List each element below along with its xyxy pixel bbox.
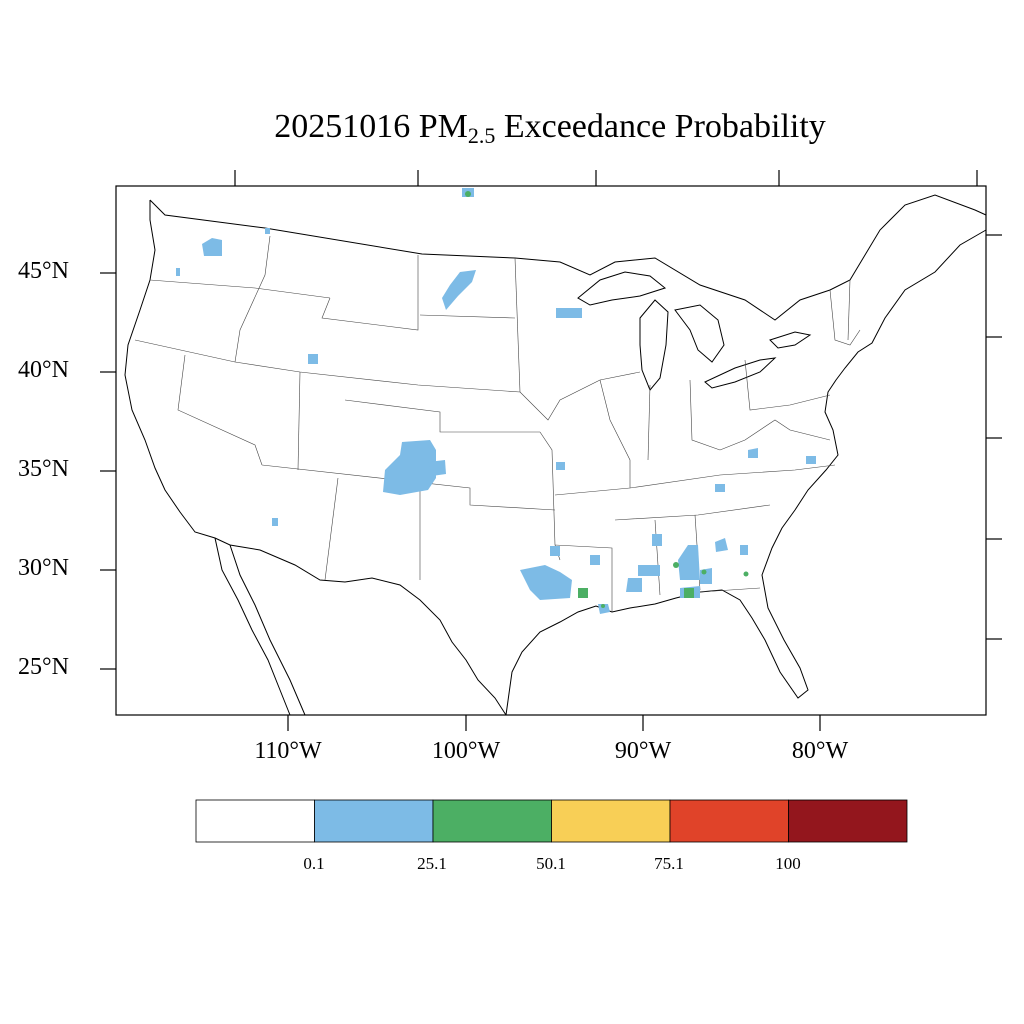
prob-patches-mid — [465, 191, 749, 608]
legend-label-0: 0.1 — [303, 854, 325, 873]
title-subscript: 2.5 — [467, 123, 496, 148]
legend-label-3: 75.1 — [654, 854, 684, 873]
lon-label-100: 100°W — [431, 738, 501, 764]
lon-label-90: 90°W — [614, 738, 672, 764]
us-outline — [124, 194, 987, 716]
legend-swatch-1 — [314, 799, 434, 843]
bottom-ticks — [287, 715, 821, 731]
map-frame — [115, 185, 987, 716]
top-ticks — [234, 170, 978, 186]
lon-label-110: 110°W — [254, 738, 322, 764]
legend-swatch-0 — [195, 799, 315, 843]
lat-label-30: 30°N — [18, 555, 69, 581]
left-ticks — [100, 272, 116, 670]
legend-swatch-4 — [669, 799, 789, 843]
legend-label-4: 100 — [775, 854, 801, 873]
legend-bar — [195, 799, 908, 843]
legend-label-1: 25.1 — [417, 854, 447, 873]
lat-label-40: 40°N — [18, 357, 69, 383]
legend-swatch-5 — [788, 799, 908, 843]
lat-label-45: 45°N — [18, 258, 69, 284]
legend-label-2: 50.1 — [536, 854, 566, 873]
lon-label-80: 80°W — [791, 738, 849, 764]
legend-swatch-3 — [551, 799, 671, 843]
lat-label-35: 35°N — [18, 456, 69, 482]
prob-patches-low — [176, 188, 816, 614]
mexico-coast — [214, 537, 306, 716]
title-suffix: Exceedance Probability — [495, 108, 826, 145]
title-prefix: 20251016 PM — [274, 108, 468, 145]
map-title: 20251016 PM2.5 Exceedance Probability — [0, 108, 1024, 149]
legend-swatch-2 — [432, 799, 552, 843]
lat-label-25: 25°N — [18, 654, 69, 680]
right-ticks — [986, 234, 1002, 640]
state-boundaries — [134, 235, 861, 612]
great-lakes — [577, 271, 812, 391]
